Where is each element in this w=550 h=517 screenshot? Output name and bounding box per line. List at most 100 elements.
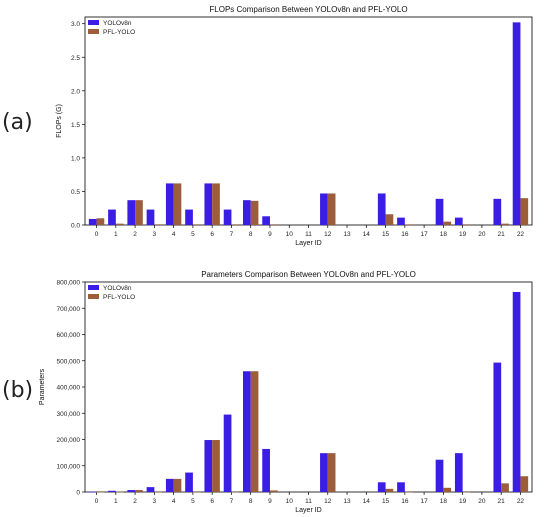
y-tick-label: 100,000: [57, 463, 81, 470]
bar-pfl: [115, 491, 124, 493]
bar-yolo: [377, 482, 386, 492]
bar-yolo: [127, 490, 136, 492]
y-tick-label: 400,000: [57, 385, 81, 392]
x-tick-label: 14: [363, 231, 371, 238]
legend-label-pfl: PFL-YOLO: [103, 294, 135, 301]
bar-pfl: [520, 198, 529, 225]
y-tick-label: 3.0: [71, 21, 80, 28]
x-tick-label: 13: [343, 498, 351, 505]
bar-yolo: [493, 362, 502, 492]
bar-yolo: [108, 490, 116, 492]
x-tick-label: 16: [401, 498, 409, 505]
x-tick-label: 2: [133, 498, 137, 505]
bar-pfl: [192, 224, 201, 225]
y-tick-label: 600,000: [57, 332, 81, 339]
y-tick-label: 0.5: [71, 189, 80, 196]
y-tick-label: 300,000: [57, 411, 81, 418]
bar-yolo: [435, 459, 444, 492]
legend-swatch-yolo: [88, 285, 99, 290]
x-tick-label: 10: [286, 231, 294, 238]
x-tick-label: 0: [95, 231, 99, 238]
bar-pfl: [269, 490, 278, 492]
bar-yolo: [454, 453, 463, 492]
bar-pfl: [115, 223, 124, 225]
bar-yolo: [88, 491, 97, 493]
x-tick-label: 5: [191, 498, 195, 505]
bar-yolo: [204, 183, 213, 225]
x-axis-label: Layer ID: [295, 507, 321, 514]
x-tick-label: 5: [191, 231, 195, 238]
bar-yolo: [127, 200, 136, 225]
bar-pfl: [212, 183, 220, 225]
x-tick-label: 15: [382, 498, 390, 505]
bar-yolo: [397, 217, 405, 225]
y-tick-label: 200,000: [57, 437, 81, 444]
bar-yolo: [185, 209, 193, 225]
bar-pfl: [250, 200, 259, 225]
bar-pfl: [443, 487, 452, 492]
bar-pfl: [520, 476, 529, 492]
y-tick-label: 500,000: [57, 358, 81, 365]
bar-yolo: [512, 291, 521, 492]
y-tick-label: 0: [76, 490, 80, 497]
x-tick-label: 1: [114, 231, 118, 238]
bar-yolo: [435, 198, 444, 225]
x-tick-label: 22: [517, 498, 525, 505]
bar-pfl: [154, 491, 163, 493]
bar-yolo: [204, 440, 213, 492]
bar-pfl: [327, 193, 336, 225]
y-tick-label: 2.5: [71, 55, 80, 62]
x-tick-label: 7: [230, 498, 234, 505]
y-tick-label: 700,000: [57, 306, 81, 313]
y-tick-label: 0.0: [71, 223, 80, 230]
bar-pfl: [327, 453, 336, 492]
x-tick-label: 7: [230, 231, 234, 238]
bar-pfl: [501, 483, 509, 492]
y-axis-label: Parameters: [39, 368, 46, 405]
x-tick-label: 21: [498, 231, 506, 238]
y-tick-label: 800,000: [57, 280, 81, 287]
bar-yolo: [108, 209, 116, 225]
bar-yolo: [377, 193, 386, 225]
x-tick-label: 2: [133, 231, 137, 238]
bar-yolo: [242, 371, 251, 492]
bar-pfl: [135, 200, 143, 225]
bar-pfl: [462, 224, 471, 225]
bar-yolo: [223, 209, 232, 225]
x-tick-label: 18: [440, 498, 448, 505]
x-tick-label: 1: [114, 498, 118, 505]
x-tick-label: 16: [401, 231, 409, 238]
legend-swatch-pfl: [88, 294, 99, 299]
x-tick-label: 6: [210, 498, 214, 505]
bar-yolo: [512, 22, 521, 226]
legend-label-yolo: YOLOv8n: [103, 285, 132, 292]
x-tick-label: 4: [172, 231, 176, 238]
bar-pfl: [501, 223, 509, 225]
bar-yolo: [493, 198, 502, 225]
x-tick-label: 0: [95, 498, 99, 505]
bar-yolo: [242, 200, 251, 225]
x-tick-label: 21: [498, 498, 506, 505]
panel-label-a: (a): [2, 110, 33, 135]
legend-label-yolo: YOLOv8n: [103, 20, 132, 27]
bar-yolo: [320, 453, 328, 492]
x-tick-label: 6: [210, 231, 214, 238]
x-axis-label: Layer ID: [295, 240, 321, 247]
chart-title: FLOPs Comparison Between YOLOv8n and PFL…: [209, 5, 407, 14]
x-tick-label: 20: [478, 498, 486, 505]
x-tick-label: 14: [363, 498, 371, 505]
bar-yolo: [262, 216, 270, 225]
bar-yolo: [165, 478, 174, 492]
bar-yolo: [185, 472, 193, 492]
bar-pfl: [385, 214, 394, 225]
panel-label-b: (b): [2, 378, 34, 403]
bar-pfl: [96, 491, 105, 493]
y-tick-label: 1.5: [71, 122, 80, 129]
bar-pfl: [404, 224, 413, 225]
bar-pfl: [96, 218, 105, 225]
bar-yolo: [320, 193, 328, 225]
bar-pfl: [212, 440, 220, 492]
x-tick-label: 22: [517, 231, 525, 238]
bar-pfl: [192, 491, 201, 493]
x-tick-label: 12: [324, 498, 332, 505]
